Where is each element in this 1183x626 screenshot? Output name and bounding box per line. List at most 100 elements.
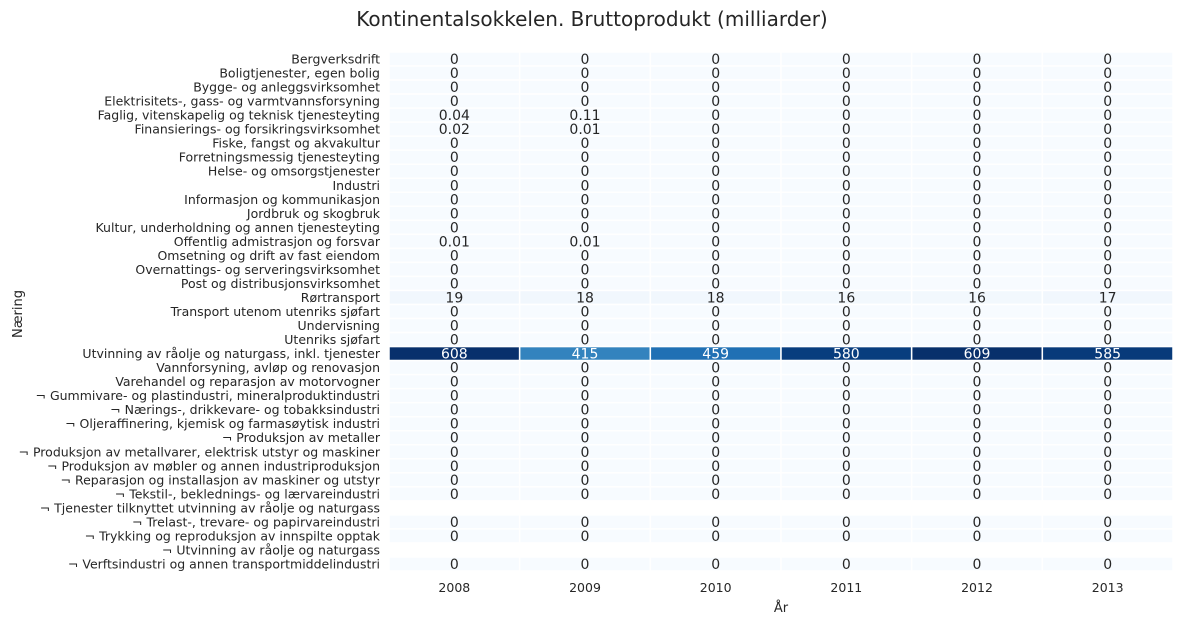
cell-value-label: 0 xyxy=(1103,403,1112,419)
cell-value-label: 0 xyxy=(1103,206,1112,222)
cell-value-label: 0 xyxy=(1103,122,1112,138)
cell-value-label: 0 xyxy=(711,108,720,124)
cell-value-label: 0 xyxy=(581,459,590,475)
cell-value-label: 0 xyxy=(581,136,590,152)
cell-value-label: 0 xyxy=(842,361,851,377)
cell-value-label: 0 xyxy=(711,431,720,447)
column-label: 2010 xyxy=(700,580,732,595)
cell-value-label: 0 xyxy=(1103,94,1112,110)
row-label: ¬ Produksjon av møbler og annen industri… xyxy=(47,458,380,473)
row-label: ¬ Nærings-, drikkevare- og tobakksindust… xyxy=(110,402,380,417)
cell-value-label: 0 xyxy=(450,529,459,545)
cell-value-label: 0 xyxy=(711,389,720,405)
cell-value-label: 0 xyxy=(1103,52,1112,68)
cell-value-label: 0 xyxy=(1103,234,1112,250)
heatmap-cells: 0 0 0 0 0 00 0 0 0 0 00 0 0 0 0 00 0 0 0 0 00.04 0.11 0 0 0 00.02… xyxy=(388,51,1174,573)
cell-value-label: 0 xyxy=(581,206,590,222)
cell-value-label: 0 xyxy=(842,276,851,292)
cell-value-label: 0 xyxy=(1103,80,1112,96)
cell-value-label: 0 xyxy=(450,305,459,321)
cell-value-label: 0 xyxy=(711,52,720,68)
cell-value-label: 0 xyxy=(450,515,459,531)
cell-value-label: 0 xyxy=(842,417,851,433)
cell-value-label: 0 xyxy=(450,319,459,335)
cell-value-label: 18 xyxy=(707,290,725,306)
cell-value-label: 609 xyxy=(964,347,991,363)
cell-value-label: 608 xyxy=(441,347,468,363)
row-label: ¬ Trelast-, trevare- og papirvareindustr… xyxy=(132,514,380,529)
cell-value-label: 0 xyxy=(1103,417,1112,433)
cell-value-label: 0 xyxy=(450,192,459,208)
cell-value-label: 0 xyxy=(842,487,851,503)
cell-value-label: 0 xyxy=(842,136,851,152)
cell-value-label: 0 xyxy=(842,459,851,475)
cell-value-label: 0 xyxy=(450,164,459,180)
cell-value-label: 0 xyxy=(450,417,459,433)
cell-value-label: 0 xyxy=(450,136,459,152)
cell-value-label: 0 xyxy=(842,262,851,278)
row-label: Offentlig admistrasjon og forsvar xyxy=(174,234,381,249)
cell-value-label: 0 xyxy=(450,80,459,96)
cell-value-label: 0 xyxy=(973,178,982,194)
cell-value-label: 0 xyxy=(842,445,851,461)
cell-value-label: 0 xyxy=(973,375,982,391)
cell-value-label: 0 xyxy=(581,248,590,264)
cell-value-label: 0 xyxy=(973,52,982,68)
cell-value-label: 0 xyxy=(973,150,982,166)
cell-value-label: 0 xyxy=(842,164,851,180)
cell-value-label: 0 xyxy=(450,445,459,461)
cell-value-label: 0 xyxy=(450,94,459,110)
row-label: Boligtjenester, egen bolig xyxy=(219,66,380,81)
cell-value-label: 19 xyxy=(445,290,463,306)
cell-value-label: 0 xyxy=(711,333,720,349)
column-label: 2008 xyxy=(438,580,470,595)
cell-value-label: 0 xyxy=(581,80,590,96)
cell-value-label: 16 xyxy=(968,290,986,306)
row-label: ¬ Produksjon av metallvarer, elektrisk u… xyxy=(19,444,381,459)
cell-value-label: 0.01 xyxy=(439,234,470,250)
cell-value-label: 0 xyxy=(973,487,982,503)
cell-value-label: 0 xyxy=(1103,192,1112,208)
cell-value-label: 0 xyxy=(581,515,590,531)
cell-value-label: 0 xyxy=(581,164,590,180)
column-label: 2011 xyxy=(830,580,862,595)
heatmap-cell xyxy=(1041,486,1174,502)
cell-value-label: 0 xyxy=(1103,150,1112,166)
cell-value-label: 0 xyxy=(581,529,590,545)
cell-value-label: 0 xyxy=(842,234,851,250)
cell-value-label: 459 xyxy=(702,347,729,363)
heatmap-cell xyxy=(1041,556,1174,572)
cell-value-label: 580 xyxy=(833,347,860,363)
cell-value-label: 0 xyxy=(711,220,720,236)
cell-value-label: 0 xyxy=(450,487,459,503)
cell-value-label: 0 xyxy=(450,361,459,377)
cell-value-label: 0 xyxy=(711,192,720,208)
cell-value-label: 0 xyxy=(1103,108,1112,124)
cell-value-label: 0 xyxy=(711,276,720,292)
cell-value-label: 0 xyxy=(973,164,982,180)
cell-value-label: 0 xyxy=(711,150,720,166)
cell-value-label: 0 xyxy=(711,375,720,391)
cell-value-label: 0 xyxy=(450,276,459,292)
cell-value-label: 0 xyxy=(842,333,851,349)
row-label: ¬ Tekstil-, beklednings- og lærvareindus… xyxy=(115,486,380,501)
row-label: ¬ Verftsindustri og annen transportmidde… xyxy=(68,556,380,571)
cell-value-label: 0 xyxy=(842,94,851,110)
cell-value-label: 0 xyxy=(973,248,982,264)
cell-value-label: 0 xyxy=(711,529,720,545)
cell-value-label: 0 xyxy=(1103,220,1112,236)
cell-value-label: 0 xyxy=(973,361,982,377)
chart-title: Kontinentalsokkelen. Bruttoprodukt (mill… xyxy=(356,7,827,31)
cell-value-label: 0 xyxy=(450,220,459,236)
cell-value-label: 0 xyxy=(581,389,590,405)
cell-value-label: 0 xyxy=(1103,276,1112,292)
cell-value-label: 0 xyxy=(842,192,851,208)
row-label: ¬ Produksjon av metaller xyxy=(222,430,381,445)
cell-value-label: 0 xyxy=(842,108,851,124)
cell-value-label: 0 xyxy=(842,473,851,489)
cell-value-label: 17 xyxy=(1099,290,1117,306)
cell-value-label: 0 xyxy=(973,403,982,419)
cell-value-label: 0 xyxy=(711,445,720,461)
cell-value-label: 0 xyxy=(842,150,851,166)
